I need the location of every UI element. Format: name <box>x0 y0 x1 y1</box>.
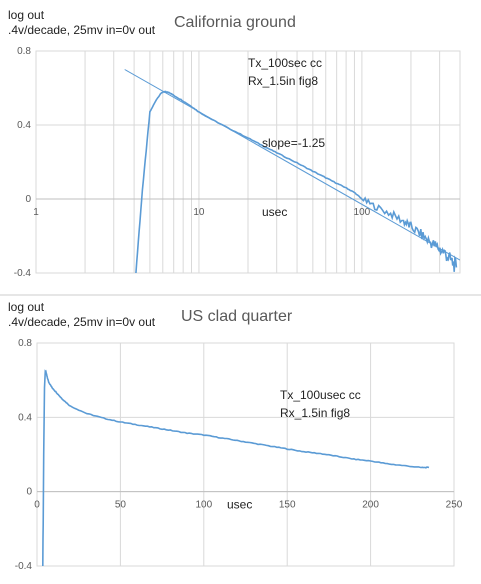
x-tick-label: 1 <box>33 207 39 218</box>
series-line <box>135 90 458 273</box>
chart-title: California ground <box>174 14 296 31</box>
y-axis-label: log out .4v/decade, 25mv in=0v out <box>8 300 155 330</box>
x-tick-label: 10 <box>193 207 205 218</box>
x-tick-label: 150 <box>279 500 296 511</box>
chart-annotation: Tx_100sec cc Rx_1.5in fig8 <box>248 54 322 90</box>
chart-canvas: 0.8 0.4 0 -0.4 0 50 100 150 200 250 usec <box>15 338 463 572</box>
x-tick-label: 50 <box>115 500 127 511</box>
y-axis-label: log out .4v/decade, 25mv in=0v out <box>8 8 155 38</box>
x-axis-label: usec <box>227 498 252 512</box>
y-axis-label-line: log out <box>8 8 45 22</box>
chart-california-ground: 0.8 0.4 0 -0.4 1 10 100 usec log out .4v/decade… <box>8 8 461 279</box>
plot-area <box>36 342 455 567</box>
x-tick-label: 100 <box>195 500 212 511</box>
slope-annotation: slope=-1.25 <box>262 136 326 150</box>
y-tick-label: 0.4 <box>18 412 32 423</box>
x-axis-label: usec <box>262 205 287 219</box>
chart-us-clad-quarter: 0.8 0.4 0 -0.4 0 50 100 150 200 250 usec log out .… <box>0 296 481 584</box>
y-tick-label: 0 <box>26 487 32 498</box>
chart-annotation: Tx_100usec cc Rx_1.5in fig8 <box>280 386 361 422</box>
y-tick-label: 0.4 <box>17 120 31 131</box>
annotation-line: Tx_100sec cc <box>248 56 323 70</box>
annotation-line: Rx_1.5in fig8 <box>280 406 351 420</box>
y-axis-label-line: .4v/decade, 25mv in=0v out <box>8 315 156 329</box>
y-tick-label: -0.4 <box>14 268 32 279</box>
x-tick-label: 100 <box>354 207 371 218</box>
y-tick-label: 0.8 <box>17 46 31 57</box>
chart-title: US clad quarter <box>181 308 293 325</box>
x-tick-label: 0 <box>34 500 40 511</box>
y-axis-label-line: .4v/decade, 25mv in=0v out <box>8 23 156 37</box>
annotation-line: Rx_1.5in fig8 <box>248 74 319 88</box>
series-line <box>42 369 430 566</box>
x-tick-label: 200 <box>362 500 379 511</box>
chart-canvas: 0.8 0.4 0 -0.4 1 10 100 usec <box>14 46 461 279</box>
y-axis-label-line: log out <box>8 300 45 314</box>
series-line <box>124 69 460 261</box>
y-tick-label: -0.4 <box>15 561 33 572</box>
panel-separator <box>0 294 481 296</box>
y-tick-label: 0 <box>25 194 31 205</box>
x-tick-label: 250 <box>446 500 463 511</box>
annotation-line: Tx_100usec cc <box>280 388 361 402</box>
y-tick-label: 0.8 <box>18 338 32 349</box>
